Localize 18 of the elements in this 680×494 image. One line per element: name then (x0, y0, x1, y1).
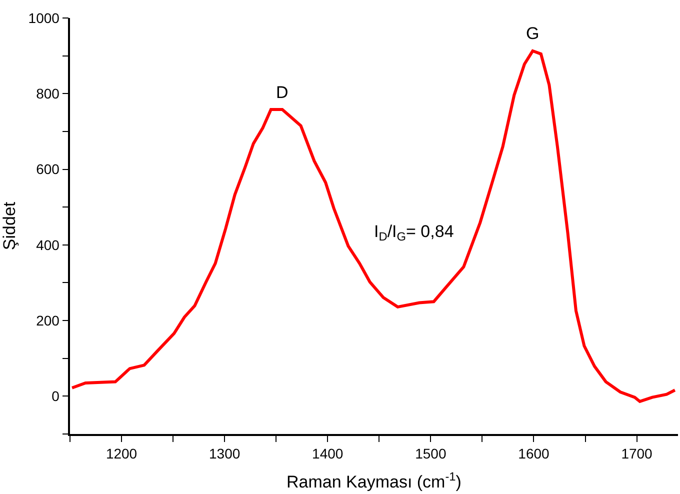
annotation: I$_{D}$/I$_{G}$= 0,84 (374, 222, 454, 244)
y-tick-label: 600 (36, 161, 60, 178)
y-tick-label: 400 (36, 236, 60, 253)
x-tick-label: 1500 (415, 446, 446, 462)
annotation: G (526, 24, 540, 43)
y-axis-title: Şiddet (0, 202, 19, 250)
y-tick-label: 0 (52, 388, 60, 404)
x-tick-label: 1600 (518, 446, 550, 462)
x-tick-label: 1700 (621, 446, 653, 462)
x-tick-label: 1200 (106, 446, 138, 462)
x-axis-title: Raman Kayması (cm$^{-1}$) (286, 469, 462, 492)
y-tick-label: 1000 (28, 10, 60, 26)
x-tick-label: 1400 (312, 446, 344, 462)
y-tick-label: 200 (36, 312, 60, 328)
x-tick-label: 1300 (209, 446, 240, 462)
annotation: D (276, 83, 288, 102)
line-series (70, 49, 676, 403)
y-tick-label: 800 (36, 86, 60, 102)
